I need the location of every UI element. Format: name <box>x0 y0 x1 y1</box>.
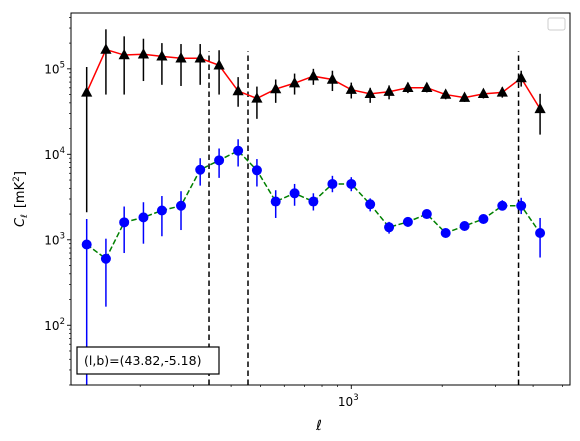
triangle-marker <box>477 87 490 99</box>
circle-marker <box>308 196 319 207</box>
circle-marker <box>365 199 376 210</box>
circle-marker <box>402 216 413 227</box>
y-axis-label-main: C <box>13 217 28 227</box>
circle-marker <box>176 200 187 211</box>
y-tick-label-exponent: 2 <box>60 317 65 327</box>
y-tick-label-exponent: 4 <box>60 146 65 156</box>
y-tick-label: 105 <box>44 60 65 76</box>
circle-marker <box>156 205 167 216</box>
y-tick-label-base: 10 <box>44 233 59 247</box>
triangle-marker <box>81 86 93 97</box>
triangle-marker <box>156 50 168 61</box>
triangle-marker <box>515 71 527 83</box>
y-tick-label: 103 <box>44 231 65 247</box>
circle-marker <box>233 145 244 156</box>
triangle-marker <box>383 85 395 96</box>
y-axis-label: Cℓ [mK2] <box>12 171 30 227</box>
circle-marker <box>195 164 206 175</box>
circle-marker <box>440 228 451 239</box>
circle-marker <box>81 239 92 250</box>
y-axis-label-unit-close: ] <box>13 171 28 176</box>
circle-marker <box>497 200 508 211</box>
plot-area <box>81 29 546 385</box>
y-tick-label-base: 10 <box>44 148 59 162</box>
triangle-marker <box>137 48 150 59</box>
y-axis-label-unit: [mK <box>13 181 28 208</box>
triangle-marker <box>100 43 112 54</box>
circle-marker <box>327 178 338 189</box>
circle-marker <box>346 178 357 189</box>
triangle-marker <box>194 52 206 63</box>
triangle-marker <box>458 91 471 102</box>
triangle-marker <box>118 48 130 60</box>
triangle-marker <box>496 86 508 97</box>
series-1 <box>81 29 546 213</box>
circle-marker <box>421 209 432 220</box>
y-axis-label-subscript: ℓ <box>20 214 30 219</box>
circle-marker <box>119 217 130 228</box>
triangle-marker <box>175 52 187 63</box>
circle-marker <box>214 155 225 166</box>
circle-marker <box>516 200 527 211</box>
circle-marker <box>478 214 489 225</box>
y-axis-label-unit-superscript: 2 <box>12 176 22 182</box>
x-tick-label: 103 <box>338 393 359 409</box>
circle-marker <box>138 212 149 223</box>
triangle-marker <box>213 59 225 70</box>
triangle-marker <box>307 69 319 81</box>
y-tick-label: 104 <box>44 146 65 162</box>
circle-marker <box>535 228 546 239</box>
x-tick-label-exponent: 3 <box>353 393 358 403</box>
y-tick-label-base: 10 <box>44 319 59 333</box>
x-axis-label: ℓ <box>315 418 322 434</box>
y-tick-label-base: 10 <box>44 62 59 76</box>
circle-marker <box>100 253 111 264</box>
circle-marker <box>251 165 262 176</box>
triangle-marker <box>421 81 433 92</box>
y-tick-label-exponent: 3 <box>60 231 65 241</box>
legend-box <box>547 17 566 31</box>
annotation-box <box>76 346 220 375</box>
y-tick-label-exponent: 5 <box>60 60 65 70</box>
triangle-marker <box>402 81 414 92</box>
triangle-marker <box>345 83 357 94</box>
triangle-marker <box>326 73 339 84</box>
triangle-marker <box>534 102 546 114</box>
triangle-marker <box>440 88 452 99</box>
triangle-marker <box>232 84 244 96</box>
series-2 <box>81 139 546 385</box>
circle-marker <box>289 188 300 199</box>
y-tick-label: 102 <box>44 317 65 333</box>
annotation-text: (l,b)=(43.82,-5.18) <box>84 353 201 368</box>
triangle-marker <box>288 76 301 88</box>
triangle-marker <box>251 92 263 103</box>
triangle-marker <box>270 82 282 94</box>
triangle-marker <box>364 87 376 99</box>
x-tick-label-base: 10 <box>338 395 353 409</box>
circle-marker <box>270 196 281 207</box>
circle-marker <box>384 222 395 233</box>
circle-marker <box>459 220 470 231</box>
